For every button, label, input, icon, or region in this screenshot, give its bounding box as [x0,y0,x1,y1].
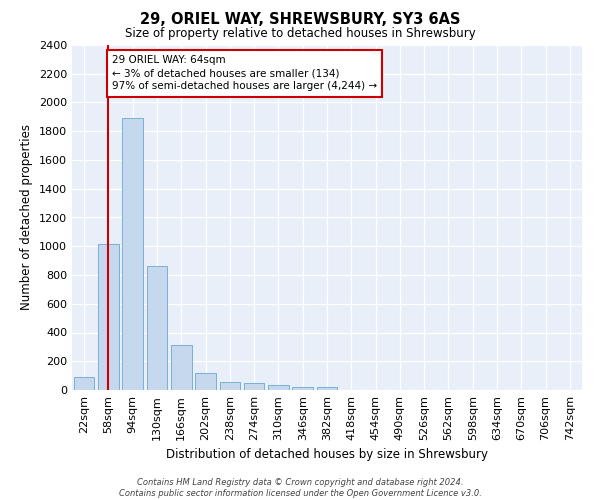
Bar [220,382,240,390]
Bar [122,118,143,390]
Bar [98,244,119,390]
Bar [292,387,313,390]
Bar [195,374,216,390]
Bar [268,385,289,390]
Text: Contains HM Land Registry data © Crown copyright and database right 2024.
Contai: Contains HM Land Registry data © Crown c… [119,478,481,498]
Bar [74,377,94,390]
Bar [171,344,191,390]
Bar [244,383,265,390]
Text: 29 ORIEL WAY: 64sqm
← 3% of detached houses are smaller (134)
97% of semi-detach: 29 ORIEL WAY: 64sqm ← 3% of detached hou… [112,55,377,92]
Text: Size of property relative to detached houses in Shrewsbury: Size of property relative to detached ho… [125,28,475,40]
X-axis label: Distribution of detached houses by size in Shrewsbury: Distribution of detached houses by size … [166,448,488,462]
Bar [317,387,337,390]
Text: 29, ORIEL WAY, SHREWSBURY, SY3 6AS: 29, ORIEL WAY, SHREWSBURY, SY3 6AS [140,12,460,28]
Y-axis label: Number of detached properties: Number of detached properties [20,124,34,310]
Bar [146,266,167,390]
